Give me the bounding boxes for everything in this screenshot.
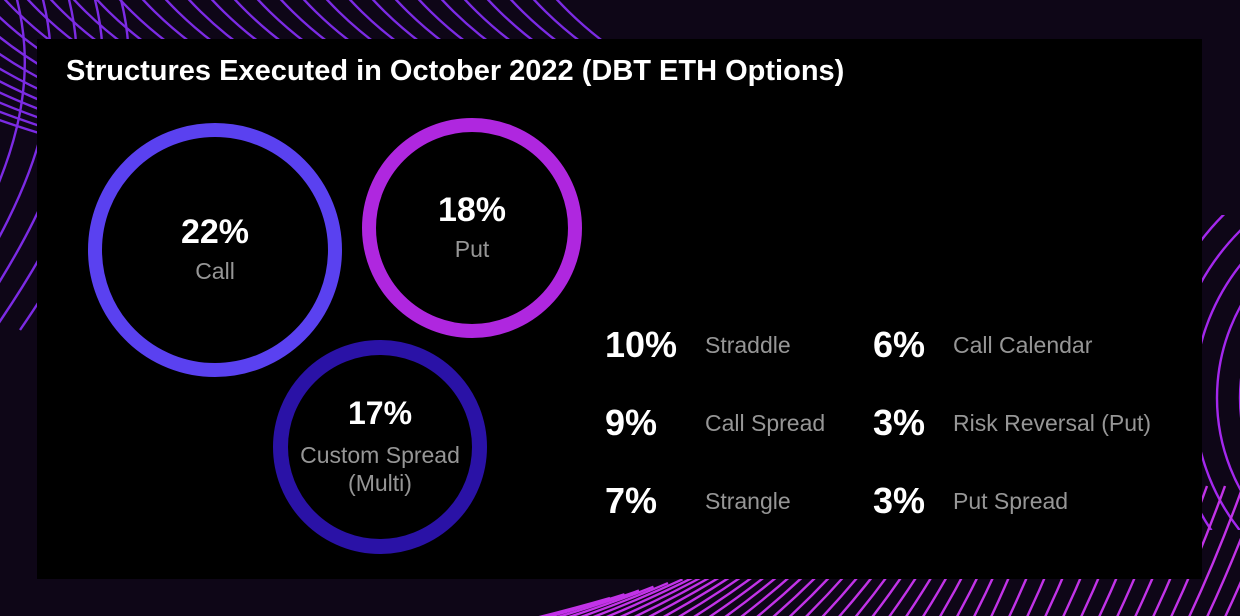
bubble-custom-spread-percent: 17% <box>347 395 413 432</box>
stat-call-calendar-percent: 6% <box>873 324 926 365</box>
stat-call-spread-label: Call Spread <box>705 409 826 436</box>
bubble-custom-spread-label: Custom Spread (Multi) <box>300 441 460 497</box>
bubble-custom-spread: 17% Custom Spread (Multi) <box>273 340 487 554</box>
bubble-put-label: Put <box>454 236 490 263</box>
bubble-custom-spread-label-line2: (Multi) <box>348 469 412 496</box>
bubble-custom-spread-label-line1: Custom Spread <box>300 441 460 468</box>
stat-straddle-label: Straddle <box>705 331 791 358</box>
stat-strangle-label: Strangle <box>705 487 791 514</box>
stat-put-spread: 3% Put Spread <box>873 477 1068 525</box>
stat-call-calendar: 6% Call Calendar <box>873 321 1092 369</box>
stat-straddle-percent: 10% <box>605 324 678 365</box>
stat-risk-reversal: 3% Risk Reversal (Put) <box>873 399 1151 447</box>
bubble-call-percent: 22% <box>180 212 250 251</box>
stat-call-spread-percent: 9% <box>605 402 658 443</box>
stat-call-calendar-label: Call Calendar <box>953 331 1093 358</box>
stat-straddle: 10% Straddle <box>605 321 791 369</box>
stat-strangle: 7% Strangle <box>605 477 791 525</box>
bubble-put-percent: 18% <box>437 190 507 229</box>
bubble-call-label: Call <box>195 258 235 285</box>
stat-call-spread: 9% Call Spread <box>605 399 825 447</box>
chart-title: Structures Executed in October 2022 (DBT… <box>66 55 845 87</box>
stat-strangle-percent: 7% <box>605 480 658 521</box>
bubble-call: 22% Call <box>88 123 342 377</box>
bubble-put: 18% Put <box>362 118 582 338</box>
stat-put-spread-label: Put Spread <box>953 487 1069 514</box>
stat-risk-reversal-percent: 3% <box>873 402 926 443</box>
chart-card: Structures Executed in October 2022 (DBT… <box>37 39 1202 579</box>
stat-risk-reversal-label: Risk Reversal (Put) <box>953 409 1152 436</box>
stat-put-spread-percent: 3% <box>873 480 926 521</box>
